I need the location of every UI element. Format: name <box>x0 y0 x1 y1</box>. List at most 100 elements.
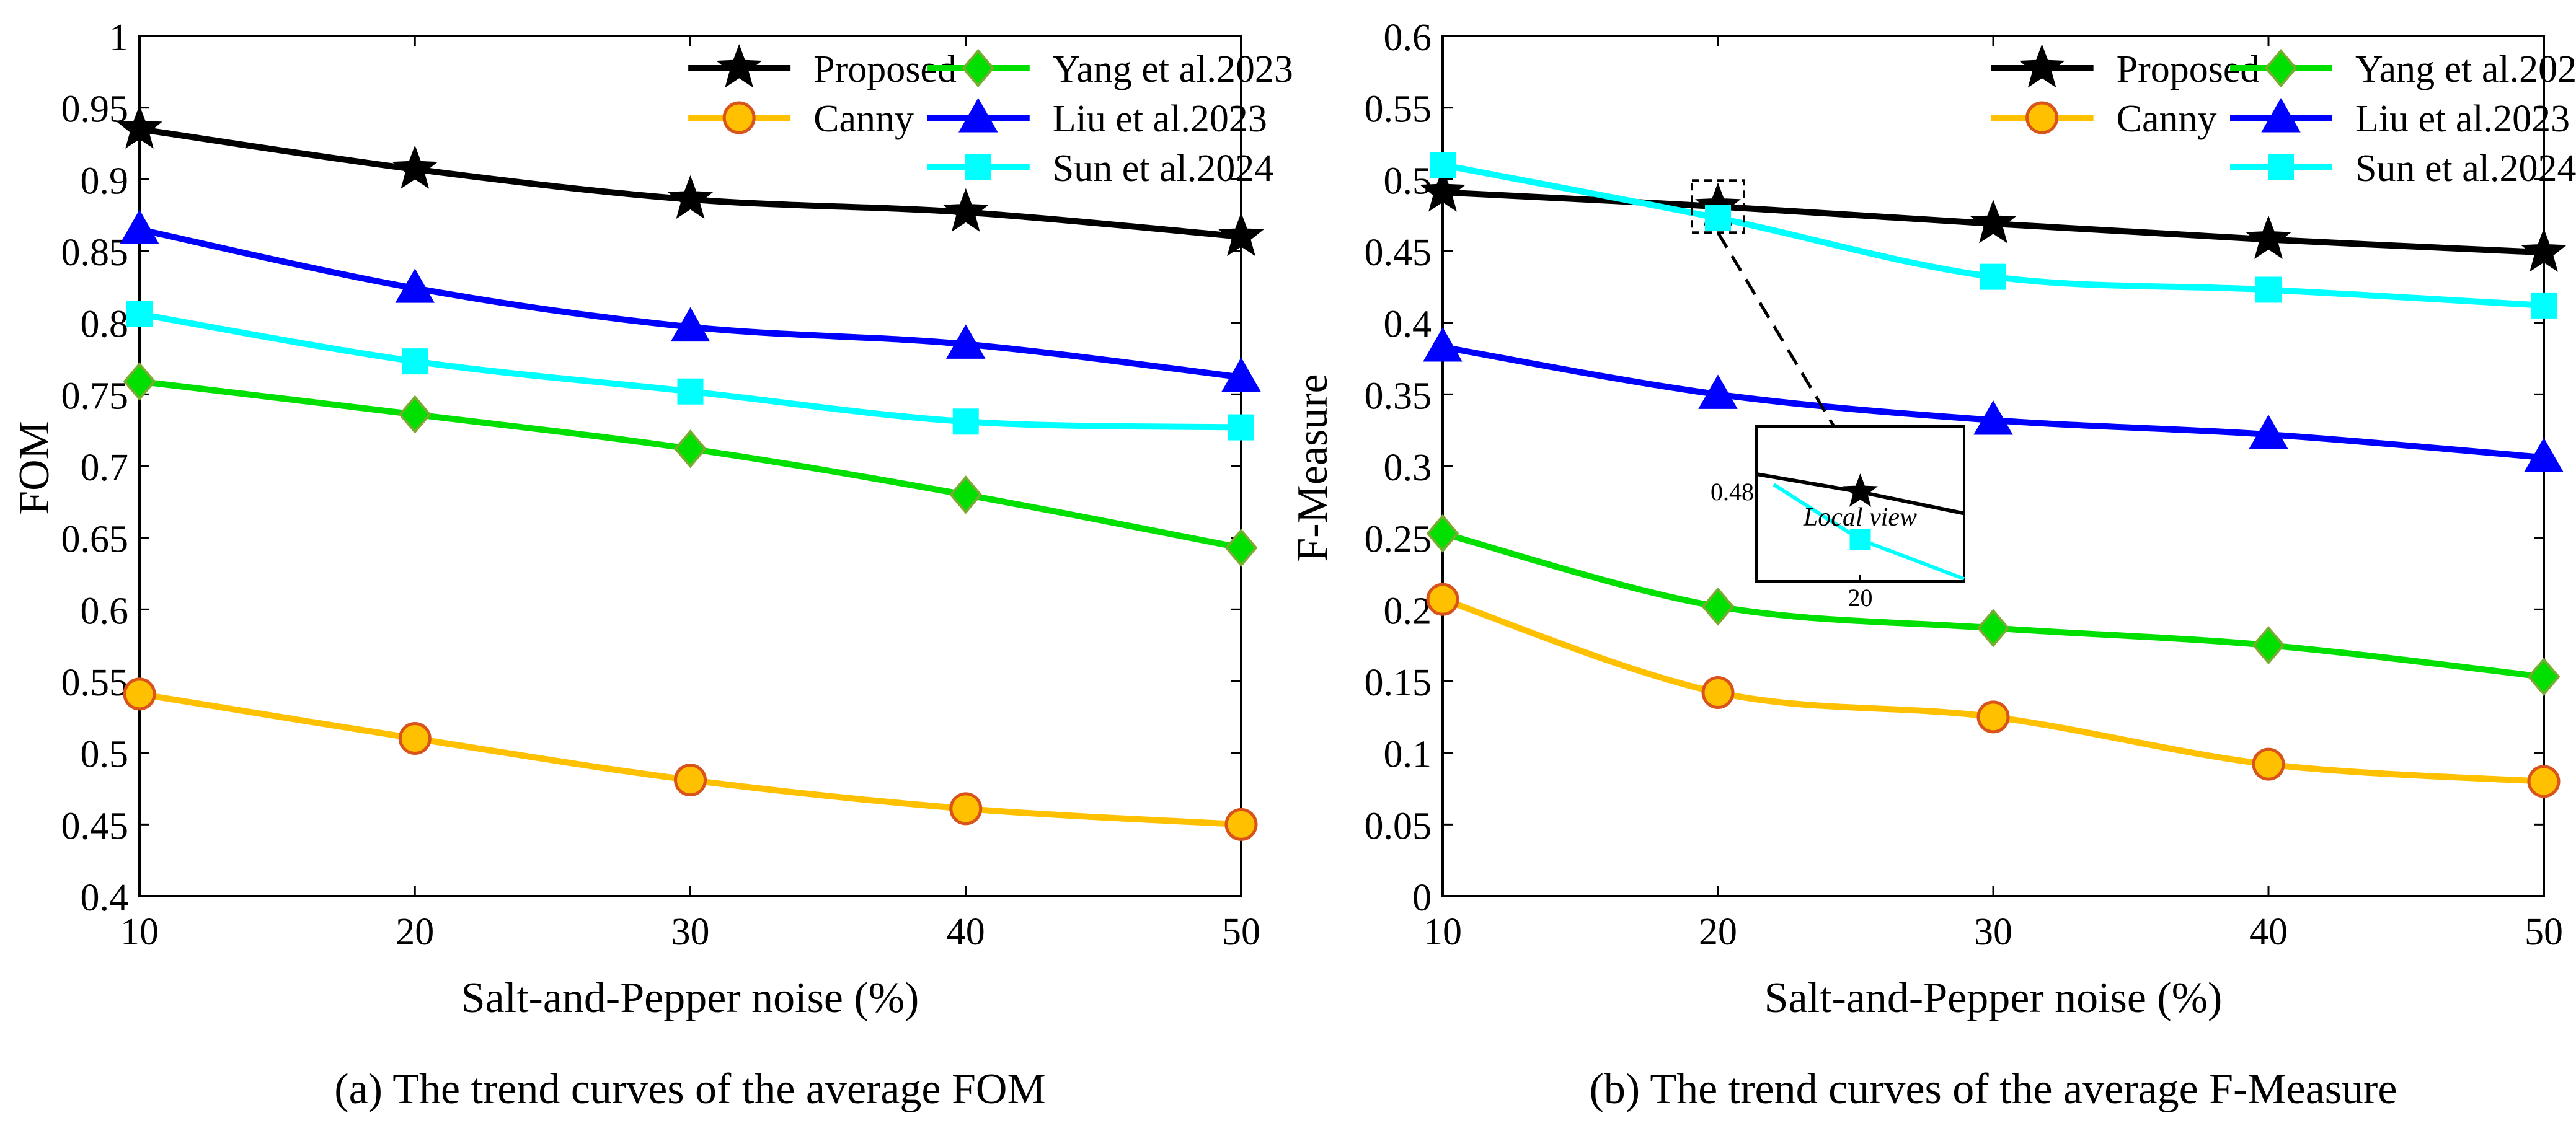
panel-b-ytick-label: 0.6 <box>1384 17 1432 59</box>
panel-a-point-sun-et-al-2024 <box>402 348 428 375</box>
inset-label: Local view <box>1803 503 1917 532</box>
panel-b-point-liu-et-al-2023 <box>1423 327 1463 362</box>
panel-a-ytick-label: 0.8 <box>81 304 129 346</box>
panel-b-ylabel: F-Measure <box>1289 374 1337 561</box>
panel-b-ytick-label: 0.1 <box>1384 734 1432 776</box>
panel-b-legend-marker-proposed <box>2019 44 2065 88</box>
panel-a-point-liu-et-al-2023 <box>946 324 986 359</box>
panel-b-point-liu-et-al-2023 <box>1973 400 2013 435</box>
panel-b-ytick-label: 0.4 <box>1384 304 1432 346</box>
panel-b-ytick-label: 0.05 <box>1365 805 1432 847</box>
panel-b-legend-marker-yang-et-al-2023 <box>2264 48 2298 88</box>
panel-a-point-sun-et-al-2024 <box>952 408 979 435</box>
panel-b-xtick-label: 50 <box>2525 911 2563 953</box>
panel-b-point-sun-et-al-2024 <box>1705 205 1731 231</box>
panel-a-ytick-label: 0.7 <box>81 447 129 489</box>
panel-a-point-proposed <box>392 145 438 189</box>
panel-b-point-yang-et-al-2023 <box>2527 657 2561 697</box>
panel-a-ytick-label: 0.95 <box>61 89 129 131</box>
panel-b-legend-marker-liu-et-al-2023 <box>2261 97 2301 133</box>
panel-b-legend-marker-sun-et-al-2024 <box>2268 154 2295 180</box>
panel-a-xtick-label: 20 <box>396 911 434 953</box>
panel-a-ytick-label: 0.45 <box>61 805 129 847</box>
panel-b-point-yang-et-al-2023 <box>1701 587 1735 626</box>
panel-a-point-yang-et-al-2023 <box>1224 528 1258 567</box>
panel-b-ytick-label: 0.2 <box>1384 590 1432 632</box>
panel-a-point-liu-et-al-2023 <box>670 307 710 342</box>
panel-b-xlabel: Salt-and-Pepper noise (%) <box>1764 974 2223 1022</box>
panel-a-xtick-label: 10 <box>120 911 159 953</box>
panel-b-ytick-label: 0.15 <box>1365 662 1432 704</box>
inset-point-proposed <box>1843 473 1878 507</box>
panel-b-ytick-label: 0.25 <box>1365 519 1432 561</box>
panel-b-point-proposed <box>2521 228 2567 272</box>
panel-a-legend-marker-liu-et-al-2023 <box>958 97 998 133</box>
panel-a-ylabel: FOM <box>11 421 58 515</box>
panel-a-point-yang-et-al-2023 <box>674 429 707 469</box>
panel-b-point-sun-et-al-2024 <box>2255 276 2282 303</box>
panel-a-xtick-label: 40 <box>947 911 985 953</box>
panel-b-point-liu-et-al-2023 <box>2524 438 2564 472</box>
inset-ytick-label: 0.48 <box>1711 478 1754 506</box>
panel-b-ytick-label: 0 <box>1412 877 1432 919</box>
panel-b-point-proposed <box>1420 168 1466 212</box>
panel-b-ytick-label: 0.5 <box>1384 160 1432 202</box>
panel-a-legend-label-yang-et-al-2023: Yang et al.2023 <box>1053 48 1293 90</box>
panel-a-point-proposed <box>1218 213 1264 257</box>
inset-xtick-label: 20 <box>1848 584 1873 612</box>
inset-point-sun <box>1849 529 1871 550</box>
panel-b-legend-label-yang-et-al-2023: Yang et al.2023 <box>2355 48 2576 90</box>
panel-b-caption: (b) The trend curves of the average F-Me… <box>1590 1065 2397 1113</box>
panel-b-ytick-label: 0.45 <box>1365 232 1432 274</box>
panel-b-point-proposed <box>2246 215 2291 259</box>
inset-connector-line <box>1716 232 1836 428</box>
panel-a-ytick-label: 0.55 <box>61 662 129 704</box>
panel-a-ytick-label: 0.65 <box>61 519 129 561</box>
panel-a-legend-label-canny: Canny <box>813 98 914 140</box>
panel-a-point-canny <box>1224 808 1258 841</box>
panel-a-ytick-label: 0.85 <box>61 232 129 274</box>
panel-a-point-sun-et-al-2024 <box>677 378 704 405</box>
panel-b-xtick-label: 30 <box>1974 911 2012 953</box>
panel-a-point-sun-et-al-2024 <box>1228 414 1254 441</box>
panel-a-point-sun-et-al-2024 <box>126 301 153 327</box>
panel-b-point-yang-et-al-2023 <box>1426 514 1459 553</box>
panel-b-legend-label-liu-et-al-2023: Liu et al.2023 <box>2355 98 2570 140</box>
panel-b-point-yang-et-al-2023 <box>2252 626 2285 665</box>
panel-b-point-canny <box>1976 700 2010 734</box>
panel-a-point-yang-et-al-2023 <box>123 362 156 401</box>
panel-a-point-proposed <box>117 105 162 149</box>
panel-b-point-canny <box>2527 765 2561 798</box>
panel-a-legend-marker-proposed <box>716 44 763 88</box>
panel-b-ytick-label: 0.35 <box>1365 375 1432 417</box>
panel-b-point-proposed <box>1970 200 2016 244</box>
panel-a-legend-marker-sun-et-al-2024 <box>965 154 991 180</box>
panel-b-point-yang-et-al-2023 <box>1976 609 2010 648</box>
panel-a-legend-label-liu-et-al-2023: Liu et al.2023 <box>1053 98 1267 140</box>
panel-b-point-canny <box>1701 676 1735 710</box>
panel-a-point-canny <box>123 677 156 711</box>
panel-b-legend-label-canny: Canny <box>2117 98 2217 140</box>
panel-b-point-sun-et-al-2024 <box>1980 263 2006 290</box>
panel-b-fmeasure: 0 0.05 0.1 0.15 0.2 0.25 0.3 0.35 0.4 0.45 0.5 0.55… <box>1289 17 2576 1113</box>
panel-b-xtick-label: 10 <box>1423 911 1462 953</box>
panel-a-xtick-label: 30 <box>671 911 710 953</box>
panel-a-point-canny <box>674 764 707 797</box>
panel-a-point-liu-et-al-2023 <box>120 209 159 244</box>
panel-b-ytick-label: 0.3 <box>1384 447 1432 489</box>
panel-b-point-canny <box>1426 583 1459 616</box>
panel-b-point-liu-et-al-2023 <box>2249 415 2288 449</box>
panel-a-legend-label-sun-et-al-2024: Sun et al.2024 <box>1053 148 1273 190</box>
panel-b-point-canny <box>2252 747 2285 781</box>
panel-a-ytick-label: 0.5 <box>81 734 129 776</box>
panel-b-point-sun-et-al-2024 <box>1430 152 1456 178</box>
panel-a-point-proposed <box>667 175 714 219</box>
panel-a-ytick-label: 0.75 <box>61 375 129 417</box>
panel-a-ytick-label: 1 <box>109 17 128 59</box>
inset-frame <box>1755 425 1965 583</box>
panel-a-ytick-label: 0.4 <box>81 877 129 919</box>
panel-b-point-sun-et-al-2024 <box>2531 292 2557 319</box>
panel-a-point-yang-et-al-2023 <box>398 395 432 434</box>
panel-b-point-liu-et-al-2023 <box>1698 374 1738 409</box>
